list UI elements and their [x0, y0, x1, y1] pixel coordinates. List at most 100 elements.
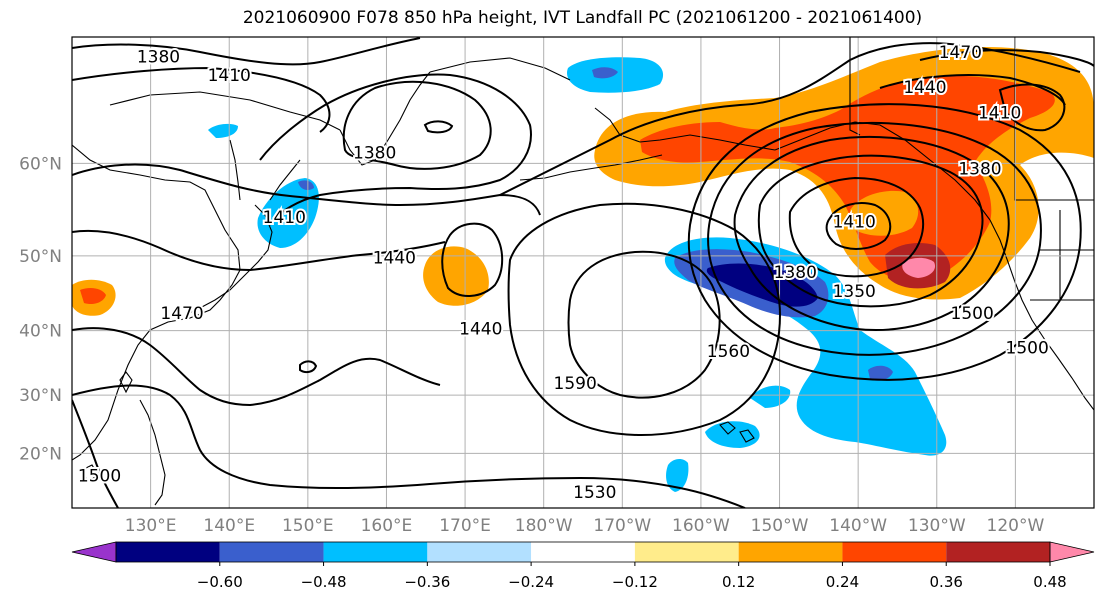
gridlines: [72, 37, 1094, 508]
colorbar-extend-low: [71, 541, 117, 563]
contour-1530-outer: [72, 384, 746, 508]
colorbar-tick-label: 0.36: [930, 573, 963, 591]
contour-1380-okhotsk: [342, 80, 492, 170]
coast-philippines: [139, 399, 166, 506]
contour-1500-sw: [72, 399, 119, 508]
shade-small-blob-1: [750, 385, 791, 408]
lon-label: 150°W: [751, 516, 809, 536]
colorbar-segment: [842, 542, 947, 562]
lon-label: 130°W: [908, 516, 966, 536]
contour-label: 1440: [903, 78, 946, 98]
contour-label: 1530: [573, 483, 616, 503]
contour-1410-okhotsk: [259, 73, 532, 226]
shade-small-blob-2: [666, 459, 689, 492]
colorbar-tick-label: −0.60: [197, 573, 243, 591]
shade-okhotsk-blob: [566, 57, 664, 93]
contour-1500-west: [72, 327, 441, 407]
shade-okhotsk-core: [592, 67, 618, 79]
contour-small-ring-2: [423, 120, 454, 134]
lon-label: 130°E: [125, 516, 177, 536]
contour-1470-east: [919, 49, 1094, 67]
contour-label: 1380: [353, 144, 396, 164]
contour-label: 1500: [1006, 339, 1049, 359]
contour-1380-top: [72, 37, 421, 66]
coast-japan: [184, 204, 273, 316]
colorbar-tick-label: −0.48: [301, 573, 347, 591]
contour-label: 1380: [774, 263, 817, 283]
contour-label: 1410: [978, 103, 1021, 123]
shade-japan-blob: [257, 178, 319, 248]
colorbar-segment: [219, 542, 324, 562]
contour-label: 1380: [137, 47, 180, 67]
contour-1380-east: [998, 83, 1066, 132]
contour-1440-west: [72, 163, 541, 216]
colorbar-extend-high: [1049, 541, 1095, 563]
coast-bering-asia: [429, 57, 571, 81]
shade-170e-blob: [423, 246, 489, 306]
coast-northamerica-west: [989, 219, 1094, 411]
contour-label: 1350: [833, 282, 876, 302]
map-title: 2021060900 F078 850 hPa height, IVT Land…: [242, 8, 923, 28]
shade-japan-core: [298, 180, 314, 190]
shade-pink: [902, 257, 936, 278]
colorbar-segment: [323, 542, 428, 562]
coast-kuril: [269, 159, 301, 201]
colorbar-tick-label: −0.12: [612, 573, 658, 591]
contour-label: 1410: [263, 208, 306, 228]
contour-1590-ring: [567, 250, 721, 399]
contour-labels: 1380 1410 1380 1410 1440 1470 1440 1590 1560 1530…: [76, 41, 1051, 505]
shade-kamchatka-small: [208, 123, 238, 138]
colorbar-tick-label: 0.24: [826, 573, 859, 591]
longitude-labels: 130°E 140°E 150°E 160°E 170°E 180°W 170°W 160°W…: [125, 516, 1045, 536]
contour-1380-ring: [788, 176, 925, 278]
coast-us-states: [1030, 210, 1094, 301]
contour-label: 1500: [78, 467, 121, 487]
coast-kamchatka: [339, 71, 431, 166]
colorbar-segment: [116, 542, 220, 562]
lon-label: 160°E: [361, 516, 413, 536]
height-contours: [72, 37, 1094, 508]
shade-hole: [850, 190, 919, 236]
lat-label: 30°N: [19, 386, 62, 406]
colorbar-segment: [946, 542, 1050, 562]
contour-small-ring: [299, 360, 318, 374]
lat-label: 20°N: [19, 444, 62, 464]
colorbar-segment: [427, 542, 532, 562]
contour-1410-ring: [757, 154, 984, 308]
lat-label: 40°N: [19, 322, 62, 342]
coast-taiwan: [119, 371, 133, 394]
coast-alaska-gulf: [774, 121, 991, 221]
colorbar-outline: [115, 541, 1051, 563]
lon-label: 120°W: [987, 516, 1045, 536]
contour-label: 1500: [951, 304, 994, 324]
contour-1500-east: [499, 42, 1081, 196]
colorbar-tick-label: 0.12: [722, 573, 755, 591]
lon-label: 150°E: [282, 516, 334, 536]
lon-label: 160°W: [672, 516, 730, 536]
lon-label: 170°E: [439, 516, 491, 536]
coast-hawaii-1: [719, 421, 736, 435]
colorbar-segment: [634, 542, 739, 562]
lon-label: 140°W: [829, 516, 887, 536]
lon-label: 170°W: [593, 516, 651, 536]
contour-1440-cutoff: [441, 222, 504, 297]
colorbar-tick-label: 0.48: [1033, 573, 1066, 591]
contour-label: 1440: [459, 320, 502, 340]
contour-1470: [72, 229, 446, 272]
coast-hawaii-2: [739, 429, 755, 443]
contour-1410-top: [72, 66, 331, 133]
colorbar-segment: [738, 542, 843, 562]
contour-label: 1440: [373, 248, 416, 268]
contour-label: 1410: [208, 66, 251, 86]
lat-label: 60°N: [19, 154, 62, 174]
map-area: 1380 1410 1380 1410 1440 1470 1440 1590 1560 1530…: [72, 37, 1094, 508]
coast-sakhalin: [229, 139, 241, 201]
map-frame: [71, 36, 1095, 509]
lon-label: 180°W: [515, 516, 573, 536]
coast-okhotsk-north: [109, 91, 341, 131]
contour-label: 1590: [554, 374, 597, 394]
contour-1500-ring: [687, 103, 1082, 381]
contour-label: 1410: [833, 213, 876, 233]
colorbar: −0.60 −0.48 −0.36 −0.24 −0.12 0.12 0.24 0.36 0.4…: [71, 541, 1095, 591]
